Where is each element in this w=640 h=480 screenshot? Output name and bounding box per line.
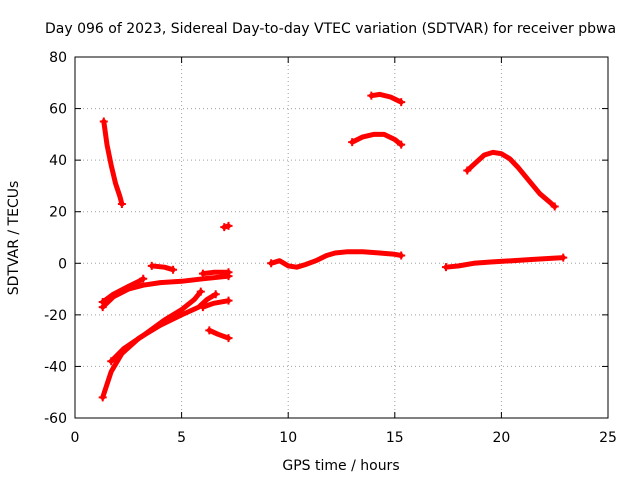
- x-tick-label: 25: [599, 430, 617, 446]
- data-point: [397, 140, 406, 149]
- series-line: [464, 149, 558, 210]
- x-tick-label: 0: [71, 430, 80, 446]
- data-point: [147, 261, 156, 270]
- x-tick-label: 15: [386, 430, 404, 446]
- ticks: [74, 56, 609, 419]
- series-line: [206, 327, 231, 341]
- series-line: [100, 291, 219, 400]
- data-point: [224, 268, 233, 277]
- data-point: [348, 138, 357, 147]
- data-point: [559, 253, 568, 262]
- series-arc-15: [441, 253, 568, 272]
- series-line: [268, 249, 404, 270]
- grid: [75, 57, 608, 418]
- x-tick-label: 10: [279, 430, 297, 446]
- data-point: [267, 259, 276, 268]
- data-point: [98, 297, 107, 306]
- series-arc-8: [198, 296, 233, 312]
- series-line: [101, 119, 125, 207]
- data-point: [550, 202, 559, 211]
- data-point: [205, 326, 214, 335]
- series-arc-10: [220, 221, 233, 232]
- y-tick-label: -20: [44, 308, 67, 324]
- data-point: [397, 98, 406, 107]
- data-point: [196, 287, 205, 296]
- data-point: [107, 357, 116, 366]
- x-tick-label: 5: [177, 430, 186, 446]
- series-arc-4: [147, 261, 178, 274]
- series-arc-9: [205, 326, 233, 343]
- data-point: [224, 221, 233, 230]
- series-arc-13: [367, 91, 406, 107]
- x-tick-label: 20: [492, 430, 510, 446]
- series-line: [108, 289, 204, 364]
- data-point: [463, 166, 472, 175]
- data-series: [98, 91, 568, 402]
- data-point: [367, 91, 376, 100]
- data-point: [117, 199, 126, 208]
- data-point: [224, 334, 233, 343]
- series-arc-12: [348, 131, 406, 149]
- data-point: [198, 269, 207, 278]
- y-axis-title: SDTVAR / TECUs: [6, 181, 22, 296]
- series-line: [368, 91, 404, 105]
- series-arc-7: [107, 287, 205, 366]
- plot-frame: [74, 56, 609, 419]
- chart-title: Day 096 of 2023, Sidereal Day-to-day VTE…: [45, 21, 616, 37]
- series-arc-11: [267, 249, 406, 270]
- data-point: [441, 263, 450, 272]
- data-point: [139, 274, 148, 283]
- x-axis-title: GPS time / hours: [282, 458, 399, 474]
- y-tick-label: -60: [44, 411, 67, 427]
- series-line: [100, 276, 146, 305]
- data-point: [169, 265, 178, 274]
- series-arc-3: [98, 274, 148, 306]
- data-point: [198, 303, 207, 312]
- data-point: [224, 296, 233, 305]
- series-arc-5: [198, 268, 233, 278]
- y-tick-label: -40: [44, 359, 67, 375]
- data-point: [220, 223, 229, 232]
- series-line: [200, 298, 231, 310]
- series-arc-1: [99, 117, 126, 208]
- data-point: [99, 117, 108, 126]
- data-point: [397, 251, 406, 260]
- data-point: [211, 290, 220, 299]
- y-tick-label: 60: [49, 102, 67, 118]
- data-point: [98, 393, 107, 402]
- tick-labels: 0 5 10 15 20 25 -60 -40 -20 0 20 40 60 80: [44, 50, 617, 446]
- y-tick-label: 80: [49, 50, 67, 66]
- y-tick-label: 20: [49, 205, 67, 221]
- series-line: [349, 131, 404, 148]
- series-arc-14: [463, 149, 559, 211]
- y-tick-label: 40: [49, 153, 67, 169]
- series-line: [443, 255, 566, 270]
- y-tick-label: 0: [58, 256, 67, 272]
